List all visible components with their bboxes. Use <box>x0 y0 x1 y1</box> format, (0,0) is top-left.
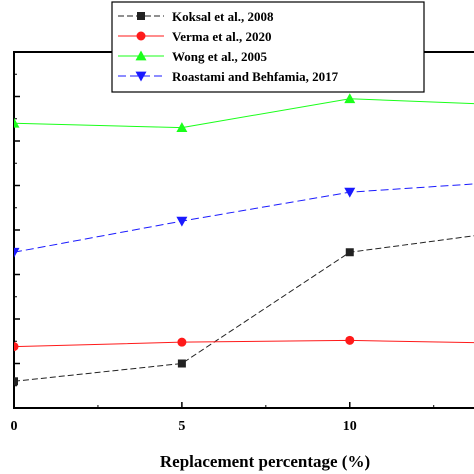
axes <box>13 51 474 409</box>
data-point-series-1 <box>14 342 19 352</box>
legend-marker <box>135 71 147 82</box>
legend: Koksal et al., 2008 Verma et al., 2020 Won… <box>111 1 425 93</box>
legend-label: Koksal et al., 2008 <box>172 9 274 24</box>
legend-marker <box>136 31 146 41</box>
series-markers <box>14 93 356 386</box>
series-line-1 <box>14 339 474 348</box>
x-tick-label: 0 <box>11 419 18 434</box>
data-point-series-0 <box>345 248 354 257</box>
data-point-series-2 <box>344 93 356 104</box>
data-point-series-0 <box>177 359 186 368</box>
series-line-3 <box>14 183 474 253</box>
data-point-series-3 <box>344 187 356 198</box>
x-axis-label: Replacement percentage (%) <box>160 452 370 471</box>
data-point-series-3 <box>176 216 188 227</box>
data-point-series-1 <box>345 335 355 345</box>
legend-label: Wong et al., 2005 <box>172 49 267 64</box>
plot-frame <box>13 51 474 409</box>
data-point-series-2 <box>14 117 20 128</box>
data-point-series-0 <box>14 377 18 386</box>
series-lines <box>14 98 474 382</box>
data-point-series-3 <box>14 247 20 258</box>
legend-box <box>111 1 425 93</box>
legend-marker <box>137 12 145 20</box>
legend-marker <box>135 50 147 61</box>
series-line-0 <box>14 235 474 382</box>
data-point-series-2 <box>176 122 188 133</box>
data-point-series-1 <box>177 337 187 347</box>
legend-label: Roastami and Behfamia, 2017 <box>172 69 339 84</box>
x-tick-label: 5 <box>178 419 185 434</box>
x-tick-labels: 0 5 10 <box>11 419 357 434</box>
x-tick-label: 10 <box>343 419 357 434</box>
legend-label: Verma et al., 2020 <box>172 29 272 44</box>
series-line-2 <box>14 98 474 129</box>
